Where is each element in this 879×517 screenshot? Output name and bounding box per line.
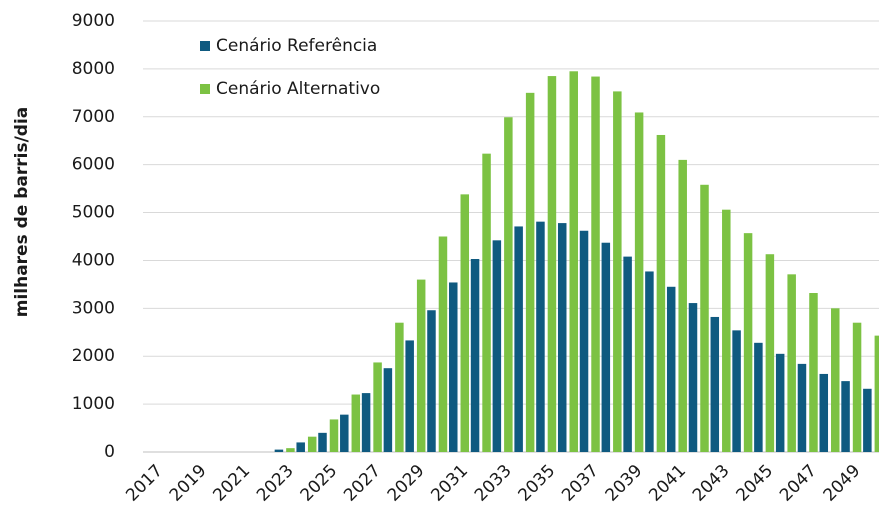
bar (710, 316, 720, 452)
bar (775, 353, 785, 452)
bar (557, 223, 567, 452)
legend-label: Cenário Alternativo (216, 79, 380, 99)
x-tick-label: 2025 (297, 461, 342, 506)
y-tick-label: 1000 (72, 394, 115, 414)
x-tick-label: 2031 (427, 461, 472, 506)
bar (645, 271, 654, 452)
bar (787, 274, 796, 452)
bar (819, 373, 829, 452)
bar (841, 381, 850, 452)
bar (601, 242, 611, 452)
x-tick-label: 2021 (209, 461, 254, 506)
bar (700, 184, 709, 452)
bar (460, 194, 470, 452)
bar (383, 368, 393, 452)
bar (634, 112, 644, 453)
bar (470, 259, 480, 452)
bar (688, 303, 698, 452)
bar (797, 363, 807, 452)
x-tick-label: 2043 (689, 461, 734, 506)
bar (307, 436, 317, 452)
bar (351, 394, 361, 452)
bar (405, 340, 414, 452)
legend-swatch (200, 41, 210, 51)
bar (514, 226, 523, 452)
x-tick-label: 2029 (384, 461, 429, 506)
bar (373, 362, 382, 452)
bar (863, 388, 872, 452)
bar (525, 92, 535, 452)
x-tick-label: 2023 (253, 461, 298, 506)
legend-label: Cenário Referência (216, 36, 377, 56)
bar (329, 419, 339, 452)
x-tick-label: 2045 (732, 461, 777, 506)
bar (656, 134, 666, 452)
bar (743, 233, 753, 452)
y-tick-label: 6000 (72, 155, 115, 175)
x-tick-label: 2027 (340, 461, 385, 506)
bar (296, 442, 305, 452)
bar (591, 76, 600, 452)
bar (754, 342, 763, 452)
bar (427, 310, 436, 452)
bar (286, 448, 295, 452)
bar (536, 221, 545, 452)
x-tick-label: 2017 (122, 461, 167, 506)
bar (438, 236, 448, 452)
bar (449, 282, 458, 452)
bar (874, 335, 879, 452)
bar (809, 293, 818, 452)
y-tick-label: 4000 (72, 250, 115, 270)
y-axis-label: milhares de barris/dia (12, 107, 32, 318)
bar (579, 230, 589, 452)
x-tick-label: 2047 (776, 461, 821, 506)
bar (852, 322, 862, 452)
bar (416, 279, 426, 452)
bar (831, 308, 840, 452)
bar (340, 414, 349, 452)
bar (504, 117, 513, 453)
y-tick-label: 9000 (72, 11, 115, 31)
bar (492, 240, 502, 452)
bar (623, 256, 632, 452)
y-tick-label: 3000 (72, 298, 115, 318)
bar (361, 393, 371, 452)
y-tick-label: 5000 (72, 203, 115, 223)
y-tick-label: 7000 (72, 107, 115, 127)
x-tick-label: 2037 (558, 461, 603, 506)
x-tick-label: 2041 (645, 461, 690, 506)
legend-swatch (200, 84, 210, 94)
bar (765, 254, 775, 452)
bar (395, 322, 404, 452)
x-tick-label: 2039 (602, 461, 647, 506)
bar (722, 209, 731, 452)
bar (732, 330, 741, 452)
y-tick-label: 8000 (72, 59, 115, 79)
x-tick-label: 2035 (515, 461, 560, 506)
y-tick-label: 0 (104, 442, 115, 462)
bar (274, 449, 284, 452)
bar (569, 71, 578, 453)
x-tick-label: 2049 (820, 461, 865, 506)
x-tick-label: 2019 (166, 461, 211, 506)
y-tick-label: 2000 (72, 346, 115, 366)
bar (666, 286, 676, 452)
bar (547, 76, 557, 453)
bar (678, 159, 687, 452)
bar (482, 153, 491, 452)
bar (318, 432, 327, 452)
x-tick-label: 2033 (471, 461, 516, 506)
bar (613, 91, 622, 452)
